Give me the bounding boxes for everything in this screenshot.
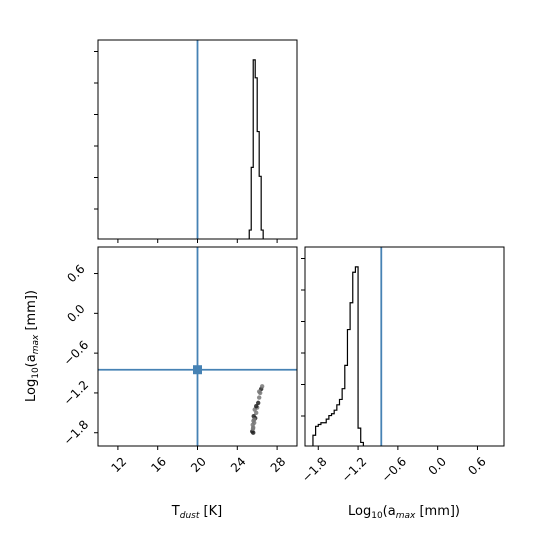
logamax-xtick-label-1: −1.2 [339,454,370,485]
sample-point-10 [259,384,265,389]
sample-point-18 [254,404,259,409]
joint-yticks: −1.8 −1.2 −0.6 0.0 0.6 [61,262,98,448]
joint-ytick-label-3: 0.0 [64,302,87,325]
joint-xtick-label-4: 28 [268,454,289,475]
sample-point-11 [250,422,255,427]
tdust-hist-yticks [94,51,98,210]
sample-point-7 [256,395,262,400]
joint-xtick-label-3: 24 [228,454,249,475]
joint-ytick-label-2: −0.6 [61,338,92,369]
logamax-xtick-label-0: −1.8 [299,454,330,485]
joint-ytick-label-1: −1.2 [61,378,92,409]
truth-marker [193,365,202,375]
sample-point-6 [255,400,261,406]
joint-xtick-label-1: 16 [148,454,169,475]
sample-point-19 [256,389,262,394]
logamax-hist-panel: −1.8 −1.2 −0.6 0.0 0.6 [299,246,505,485]
logamax-hist-xticks: −1.8 −1.2 −0.6 0.0 0.6 [299,446,489,485]
sample-point-17 [250,426,256,431]
x-axis-label-tdust: Tdust [K] [171,504,222,521]
tdust-histogram [248,59,264,239]
logamax-hist-frame [304,246,505,447]
logamax-xtick-label-4: 0.6 [465,454,488,477]
joint-xtick-label-0: 12 [109,454,130,475]
logamax-histogram [312,266,364,446]
sample-point-15 [251,430,256,435]
sample-point-13 [252,407,257,412]
sample-point-4 [254,410,259,416]
x-axis-label-logamax: Log10(amax [mm]) [348,504,460,521]
joint-ytick-label-0: −1.8 [61,417,92,448]
logamax-xtick-label-3: 0.0 [426,454,449,477]
tdust-hist-xticks [117,239,278,243]
tdust-hist-panel [94,39,298,243]
sample-point-16 [251,418,256,423]
joint-samples [250,384,265,435]
joint-panel: 12 16 20 24 28 −1.8 −1.2 −0.6 0.0 0.6 [61,246,298,475]
sample-point-12 [251,413,256,419]
logamax-hist-yticks [301,258,305,417]
joint-frame [97,246,298,447]
logamax-xtick-label-2: −0.6 [379,454,410,485]
y-axis-label-logamax: Log10(amax [mm]) [24,290,41,402]
tdust-hist-frame [97,39,298,240]
joint-ytick-label-4: 0.6 [64,262,87,285]
joint-xticks: 12 16 20 24 28 [109,446,289,475]
joint-xtick-label-2: 20 [188,454,209,475]
